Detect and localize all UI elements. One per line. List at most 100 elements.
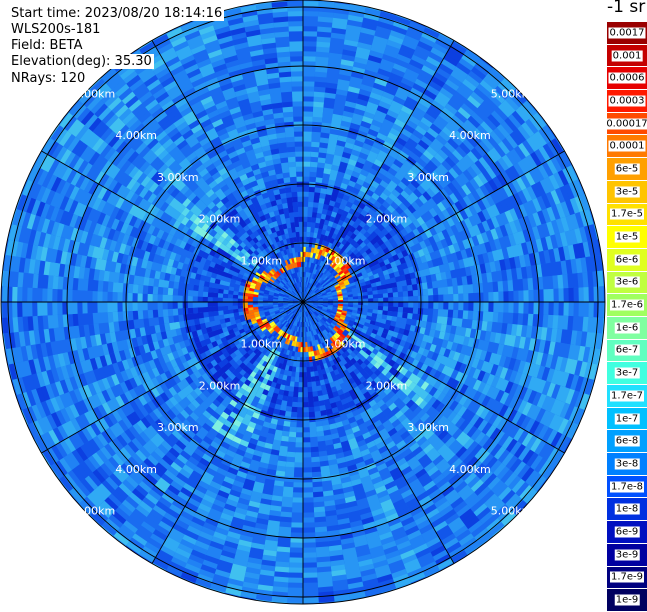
heatmap-cell: [114, 558, 131, 572]
heatmap-cell: [438, 302, 444, 309]
heatmap-cell: [368, 602, 385, 607]
heatmap-cell: [432, 8, 449, 20]
heatmap-cell: [408, 302, 414, 308]
heatmap-cell: [303, 201, 308, 207]
heatmap-cell: [43, 488, 58, 505]
heatmap-cell: [303, 397, 308, 403]
heatmap-cell: [448, 294, 454, 302]
heatmap-cell: [592, 171, 604, 189]
heatmap-cell: [104, 544, 120, 558]
heatmap-cell: [475, 558, 492, 572]
heatmap-cell: [433, 302, 439, 309]
heatmap-cell: [295, 452, 303, 458]
heatmap-cell: [388, 302, 394, 307]
heatmap-cell: [486, 544, 502, 558]
heatmap-cell: [564, 457, 577, 474]
heatmap-cell: [88, 537, 104, 552]
heatmap-cell: [296, 427, 303, 433]
heatmap-cell: [303, 497, 314, 503]
heatmap-cell: [303, 422, 310, 428]
heatmap-cell: [446, 576, 463, 589]
heatmap-cell: [416, 591, 434, 603]
heatmap-cell: [413, 581, 430, 592]
heatmap-cell: [117, 554, 134, 568]
heatmap-cell: [433, 295, 439, 302]
heatmap-cell: [303, 236, 306, 242]
heatmap-cell: [303, 477, 312, 483]
heatmap-cell: [221, 602, 238, 607]
heatmap-cell: [458, 28, 475, 41]
heatmap-cell: [303, 367, 307, 373]
heatmap-cell: [587, 413, 598, 430]
heatmap-cell: [545, 485, 559, 501]
heatmap-cell: [363, 295, 369, 299]
heatmap-cell: [303, 166, 310, 172]
heatmap-cell: [294, 467, 303, 473]
heatmap-cell: [307, 372, 311, 378]
heatmap-cell: [307, 377, 312, 383]
heatmap-cell: [413, 296, 419, 302]
heatmap-cell: [306, 362, 310, 368]
heatmap-cell: [145, 571, 162, 584]
heatmap-cell: [489, 42, 506, 57]
heatmap-cell: [463, 293, 469, 302]
heatmap-cell: [453, 294, 459, 302]
heatmap-cell: [292, 512, 303, 518]
heatmap-cell: [299, 377, 303, 383]
heatmap-cell: [543, 289, 549, 302]
heatmap-cell: [414, 6, 431, 17]
heatmap-cell: [378, 294, 384, 299]
heatmap-cell: [298, 397, 303, 403]
heatmap-cell: [303, 382, 307, 388]
heatmap-cell: [298, 392, 303, 398]
heatmap-cell: [559, 474, 573, 491]
heatmap-cell: [483, 292, 489, 302]
heatmap-cell: [303, 507, 314, 513]
heatmap-cell: [458, 563, 475, 576]
heatmap-cell: [306, 367, 310, 373]
heatmap-cell: [388, 297, 394, 302]
heatmap-cell: [498, 291, 504, 302]
heatmap-cell: [303, 387, 308, 393]
heatmap-cell: [414, 586, 431, 597]
heatmap-cell: [523, 290, 529, 302]
heatmap-cell: [303, 101, 314, 107]
heatmap-cell: [157, 584, 174, 596]
heatmap-cell: [303, 447, 311, 453]
heatmap-cell: [303, 407, 309, 413]
heatmap-cell: [518, 302, 524, 314]
heatmap-cell: [303, 487, 313, 493]
heatmap-cell: [493, 292, 499, 302]
heatmap-cell: [303, 106, 313, 112]
heatmap-cell: [577, 445, 590, 462]
heatmap-cell: [303, 502, 314, 508]
heatmap-cell: [580, 158, 592, 175]
heatmap-cell: [488, 302, 494, 312]
heatmap-cell: [303, 171, 310, 177]
heatmap-cell: [303, 56, 316, 62]
heatmap-cell: [585, 156, 597, 173]
heatmap-cell: [403, 296, 409, 302]
heatmap-cell: [222, 597, 239, 606]
heatmap-cell: [358, 302, 364, 305]
heatmap-cell: [585, 431, 597, 448]
heatmap-cell: [499, 533, 515, 548]
heatmap-cell: [432, 584, 449, 596]
heatmap-cell: [295, 372, 299, 378]
heatmap-cell: [580, 428, 592, 445]
heatmap-cell: [188, 597, 206, 607]
heatmap-cell: [303, 442, 311, 448]
heatmap-cell: [538, 501, 553, 517]
heatmap-cell: [549, 100, 564, 117]
heatmap-cell: [429, 579, 446, 591]
heatmap-cell: [413, 302, 419, 308]
heatmap-cell: [303, 176, 310, 182]
heatmap-cell: [291, 527, 303, 533]
heatmap-cell: [303, 196, 309, 202]
heatmap-cell: [458, 294, 464, 302]
heatmap-cell: [292, 497, 303, 503]
heatmap-cell: [401, 0, 419, 7]
heatmap-cell: [303, 372, 307, 378]
heatmap-cell: [514, 63, 530, 79]
heatmap-cell: [582, 412, 593, 429]
